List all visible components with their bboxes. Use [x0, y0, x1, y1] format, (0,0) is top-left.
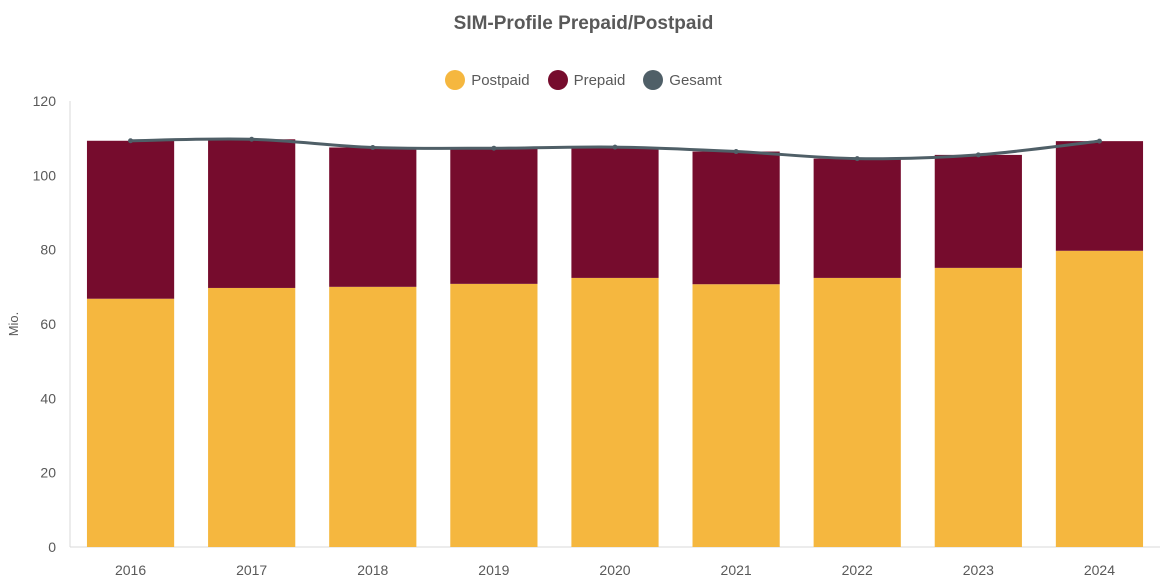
x-tick-label: 2016 — [115, 562, 146, 578]
bar-prepaid-2018 — [329, 147, 417, 287]
point-gesamt-2024 — [1096, 138, 1102, 144]
bar-postpaid-2018 — [329, 286, 417, 547]
bar-prepaid-2017 — [208, 139, 296, 288]
point-gesamt-2018 — [370, 144, 376, 150]
y-tick-label: 20 — [40, 465, 56, 481]
legend: Postpaid Prepaid Gesamt — [0, 70, 1167, 90]
legend-swatch-postpaid — [445, 70, 466, 90]
y-tick-label: 80 — [40, 242, 56, 258]
legend-swatch-gesamt — [643, 70, 664, 90]
x-tick-label: 2022 — [842, 562, 873, 578]
bar-postpaid-2016 — [86, 298, 175, 547]
point-gesamt-2017 — [249, 136, 255, 142]
legend-label-postpaid: Postpaid — [471, 71, 530, 89]
bar-postpaid-2017 — [208, 287, 296, 547]
bar-prepaid-2024 — [1055, 141, 1144, 251]
x-tick-label: 2017 — [236, 562, 267, 578]
bar-postpaid-2024 — [1055, 250, 1144, 547]
legend-label-prepaid: Prepaid — [573, 71, 626, 89]
x-tick-label: 2018 — [357, 562, 388, 578]
legend-item-postpaid[interactable]: Postpaid — [445, 70, 530, 90]
legend-swatch-prepaid — [547, 70, 568, 90]
point-gesamt-2022 — [854, 156, 860, 162]
point-gesamt-2021 — [733, 149, 739, 155]
legend-item-gesamt[interactable]: Gesamt — [643, 70, 722, 90]
bar-prepaid-2019 — [450, 148, 538, 284]
x-tick-label: 2020 — [599, 562, 630, 578]
y-tick-label: 60 — [40, 316, 56, 332]
x-tick-label: 2024 — [1084, 562, 1115, 578]
point-gesamt-2020 — [612, 144, 618, 150]
bar-postpaid-2019 — [450, 283, 538, 547]
x-tick-label: 2021 — [721, 562, 752, 578]
legend-label-gesamt: Gesamt — [669, 71, 722, 89]
y-tick-label: 0 — [48, 539, 56, 555]
bar-postpaid-2022 — [813, 277, 901, 547]
x-tick-label: 2023 — [963, 562, 994, 578]
bar-prepaid-2016 — [86, 140, 175, 299]
bar-prepaid-2022 — [813, 158, 901, 278]
y-tick-label: 120 — [33, 93, 57, 109]
y-tick-label: 40 — [40, 390, 56, 406]
bar-prepaid-2023 — [934, 154, 1022, 268]
bar-postpaid-2023 — [934, 267, 1022, 547]
bar-prepaid-2021 — [692, 151, 780, 285]
y-tick-label: 100 — [33, 167, 57, 183]
point-gesamt-2019 — [491, 145, 497, 151]
chart-title: SIM-Profile Prepaid/Postpaid — [453, 13, 714, 34]
x-tick-label: 2019 — [478, 562, 509, 578]
legend-item-prepaid[interactable]: Prepaid — [547, 70, 626, 90]
bar-postpaid-2021 — [692, 284, 780, 547]
point-gesamt-2023 — [975, 152, 981, 158]
y-axis-title: Mio. — [6, 312, 21, 337]
point-gesamt-2016 — [128, 138, 134, 144]
bar-prepaid-2020 — [571, 147, 659, 278]
bar-postpaid-2020 — [571, 277, 659, 547]
